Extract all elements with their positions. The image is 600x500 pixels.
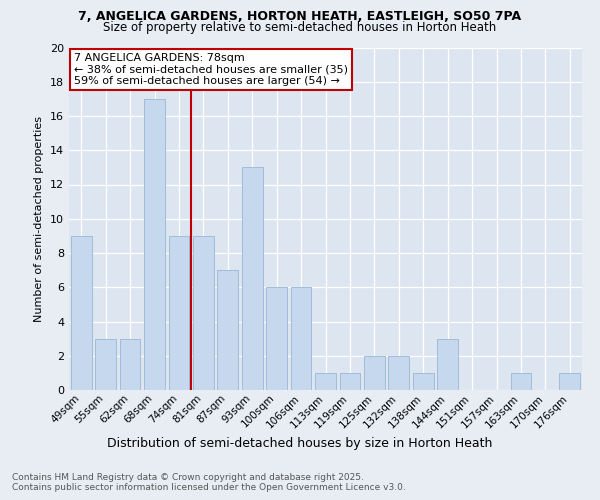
Y-axis label: Number of semi-detached properties: Number of semi-detached properties (34, 116, 44, 322)
Bar (95, 338, 116, 390)
Bar (559, 373, 580, 390)
Bar (119, 338, 140, 390)
Bar (437, 338, 458, 390)
Text: Contains HM Land Registry data © Crown copyright and database right 2025.: Contains HM Land Registry data © Crown c… (12, 472, 364, 482)
Bar (364, 356, 385, 390)
Bar (242, 168, 263, 390)
Bar (193, 236, 214, 390)
Text: 7, ANGELICA GARDENS, HORTON HEATH, EASTLEIGH, SO50 7PA: 7, ANGELICA GARDENS, HORTON HEATH, EASTL… (79, 10, 521, 23)
Bar (413, 373, 434, 390)
Bar (217, 270, 238, 390)
Bar (388, 356, 409, 390)
Bar (266, 287, 287, 390)
Bar (340, 373, 361, 390)
Text: Distribution of semi-detached houses by size in Horton Heath: Distribution of semi-detached houses by … (107, 438, 493, 450)
Bar (71, 236, 92, 390)
Text: Size of property relative to semi-detached houses in Horton Heath: Size of property relative to semi-detach… (103, 21, 497, 34)
Bar (169, 236, 190, 390)
Bar (290, 287, 311, 390)
Text: 7 ANGELICA GARDENS: 78sqm
← 38% of semi-detached houses are smaller (35)
59% of : 7 ANGELICA GARDENS: 78sqm ← 38% of semi-… (74, 52, 348, 86)
Bar (511, 373, 532, 390)
Bar (315, 373, 336, 390)
Text: Contains public sector information licensed under the Open Government Licence v3: Contains public sector information licen… (12, 482, 406, 492)
Bar (144, 99, 165, 390)
